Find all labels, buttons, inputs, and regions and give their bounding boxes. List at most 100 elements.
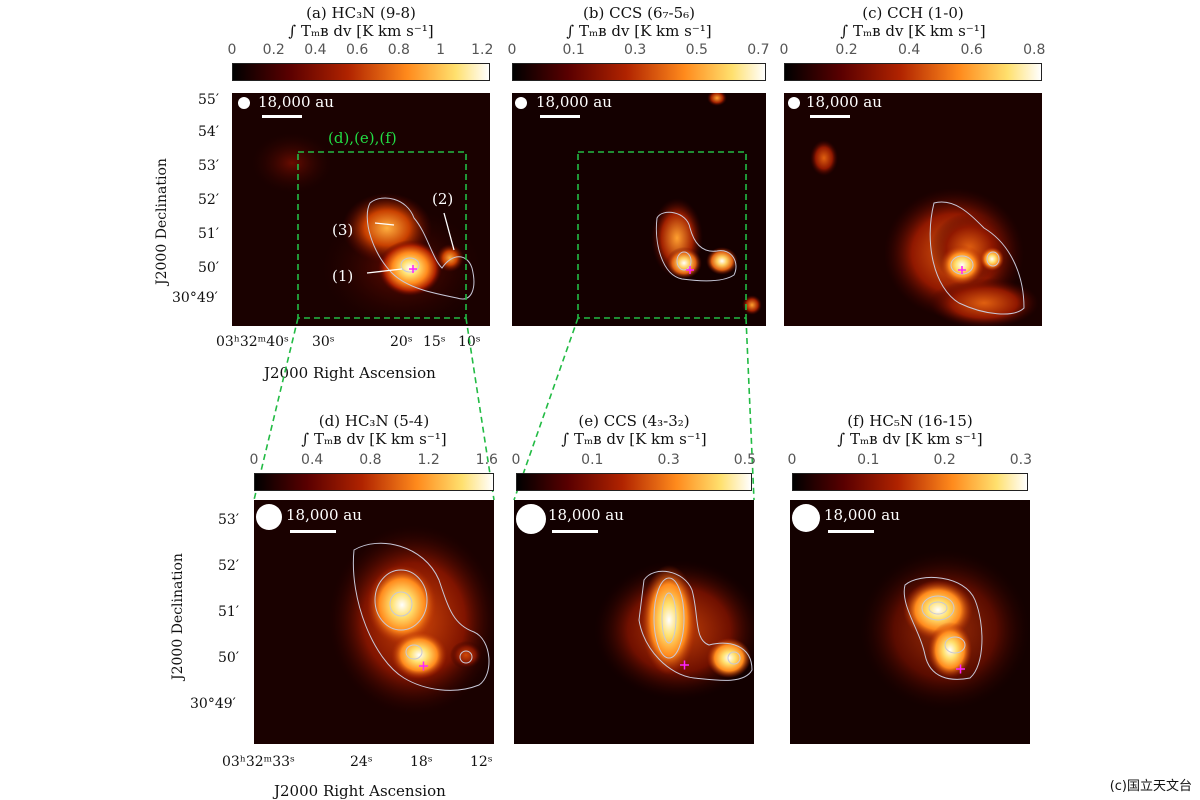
- bottom-xtick-0: 03ʰ32ᵐ33ˢ: [222, 754, 295, 770]
- map-d-image: [254, 500, 494, 744]
- map-a-image: [232, 93, 490, 326]
- map-panel-e: 18,000 au: [514, 500, 754, 744]
- arrow-1: [366, 268, 403, 274]
- panel-a-title-text: (a) HC₃N (9-8): [306, 4, 416, 22]
- source-label-3: (3): [332, 221, 354, 239]
- panel-d-unit: ∫ Tₘʙ dv [K km s⁻¹]: [301, 430, 447, 448]
- beam-icon: [516, 504, 546, 534]
- bottom-ytick-1: 52′: [218, 558, 239, 574]
- panel-d-title: (d) HC₃N (5-4) ∫ Tₘʙ dv [K km s⁻¹]: [254, 412, 494, 448]
- top-xtick-3: 15ˢ: [423, 334, 446, 350]
- panel-b-title-text: (b) CCS (6₇-5₆): [583, 4, 695, 22]
- colorbar-f: [792, 473, 1028, 491]
- scale-bar-d: [290, 530, 336, 533]
- colorbar-tick-label: 0.5: [733, 452, 757, 468]
- top-xtick-1: 30ˢ: [312, 334, 335, 350]
- bottom-xtick-1: 24ˢ: [350, 754, 373, 770]
- colorbar-tick-label: 0.4: [301, 452, 324, 468]
- map-f-image: [790, 500, 1030, 744]
- colorbar-tick-label: 0.8: [1023, 42, 1046, 58]
- panel-b-unit: ∫ Tₘʙ dv [K km s⁻¹]: [566, 22, 712, 40]
- bottom-ytick-0: 53′: [218, 512, 239, 528]
- scale-bar-e: [552, 530, 598, 533]
- panel-d-title-text: (d) HC₃N (5-4): [318, 412, 430, 430]
- scale-label-e: 18,000 au: [548, 506, 624, 524]
- top-ytick-5: 50′: [198, 260, 219, 276]
- bottom-ylabel: J2000 Declination: [170, 553, 186, 680]
- colorbar-tick-label: 1.2: [471, 42, 494, 58]
- map-b-image: [512, 93, 766, 326]
- colorbar-tick-label: 1.6: [475, 452, 498, 468]
- scale-label-c: 18,000 au: [806, 93, 882, 111]
- colorbar-tick-label: 0: [511, 452, 521, 468]
- colorbar-tick-label: 0.1: [857, 452, 880, 468]
- panel-f-unit: ∫ Tₘʙ dv [K km s⁻¹]: [837, 430, 983, 448]
- top-ytick-4: 51′: [198, 226, 219, 242]
- map-panel-a: 18,000 au (d),(e),(f) (3) (1) (2): [232, 93, 490, 326]
- bottom-ytick-3: 50′: [218, 650, 239, 666]
- map-panel-b: 18,000 au: [512, 93, 766, 326]
- beam-icon: [515, 97, 527, 109]
- colorbar-tick-label: 0.1: [562, 42, 585, 58]
- colorbar-tick-label: 0.2: [835, 42, 858, 58]
- panel-e-title-text: (e) CCS (4₃-3₂): [578, 412, 690, 430]
- scale-label-a: 18,000 au: [258, 93, 334, 111]
- scale-label-d: 18,000 au: [286, 506, 362, 524]
- colorbar-tick-label: 0.5: [685, 42, 708, 58]
- scale-bar-c: [810, 115, 850, 118]
- bottom-xtick-2: 18ˢ: [410, 754, 433, 770]
- panel-c-unit: ∫ Tₘʙ dv [K km s⁻¹]: [840, 22, 986, 40]
- colorbar-e: [516, 473, 752, 491]
- scale-bar-a: [262, 115, 302, 118]
- zoom-box-label: (d),(e),(f): [328, 129, 397, 147]
- colorbar-c: [784, 63, 1042, 81]
- top-ytick-6: 30°49′: [172, 290, 218, 306]
- scale-label-b: 18,000 au: [536, 93, 612, 111]
- top-ytick-3: 52′: [198, 192, 219, 208]
- colorbar-tick-label: 0: [779, 42, 789, 58]
- bottom-xlabel: J2000 Right Ascension: [274, 782, 446, 800]
- source-label-1: (1): [332, 267, 354, 285]
- colorbar-tick-label: 0.7: [747, 42, 770, 58]
- colorbar-tick-label: 0.6: [960, 42, 983, 58]
- scale-label-f: 18,000 au: [824, 506, 900, 524]
- colorbar-tick-label: 1.2: [417, 452, 440, 468]
- bottom-ytick-4: 30°49′: [190, 696, 236, 712]
- colorbar-tick-label: 0: [227, 42, 237, 58]
- map-panel-f: 18,000 au: [790, 500, 1030, 744]
- colorbar-tick-label: 0.4: [897, 42, 921, 58]
- colorbar-tick-label: 1: [436, 42, 446, 58]
- colorbar-d: [254, 473, 494, 491]
- top-ytick-2: 53′: [198, 158, 219, 174]
- top-ytick-1: 54′: [198, 124, 219, 140]
- colorbar-tick-label: 0: [787, 452, 797, 468]
- beam-icon: [788, 97, 800, 109]
- top-ytick-0: 55′: [198, 92, 219, 108]
- beam-icon: [238, 97, 250, 109]
- panel-c-title-text: (c) CCH (1-0): [862, 4, 964, 22]
- bottom-ytick-2: 51′: [218, 604, 239, 620]
- panel-e-unit: ∫ Tₘʙ dv [K km s⁻¹]: [561, 430, 707, 448]
- colorbar-tick-label: 0.6: [345, 42, 369, 58]
- colorbar-tick-label: 0.2: [262, 42, 285, 58]
- colorbar-b: [512, 63, 766, 81]
- source-label-2: (2): [432, 190, 454, 208]
- colorbar-tick-label: 0.2: [933, 452, 956, 468]
- top-xtick-0: 03ʰ32ᵐ40ˢ: [216, 334, 289, 350]
- panel-c-title: (c) CCH (1-0) ∫ Tₘʙ dv [K km s⁻¹]: [784, 4, 1042, 40]
- map-panel-c: 18,000 au: [784, 93, 1042, 326]
- top-xlabel: J2000 Right Ascension: [264, 364, 436, 382]
- colorbar-tick-label: 0: [507, 42, 517, 58]
- bottom-xtick-3: 12ˢ: [470, 754, 493, 770]
- map-panel-d: 18,000 au: [254, 500, 494, 744]
- arrow-2: [443, 212, 455, 251]
- colorbar-tick-label: 0.4: [304, 42, 327, 58]
- panel-b-title: (b) CCS (6₇-5₆) ∫ Tₘʙ dv [K km s⁻¹]: [512, 4, 766, 40]
- panel-a-title: (a) HC₃N (9-8) ∫ Tₘʙ dv [K km s⁻¹]: [232, 4, 490, 40]
- colorbar-tick-label: 0.1: [581, 452, 604, 468]
- colorbar-tick-label: 0.3: [657, 452, 680, 468]
- map-e-image: [514, 500, 754, 744]
- panel-f-title-text: (f) HC₅N (16-15): [847, 412, 973, 430]
- colorbar-tick-label: 0.8: [359, 452, 382, 468]
